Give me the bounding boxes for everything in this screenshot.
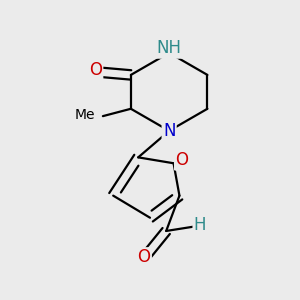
- Text: O: O: [89, 61, 102, 79]
- Text: O: O: [175, 151, 188, 169]
- Text: Me: Me: [75, 108, 95, 122]
- Text: H: H: [194, 216, 206, 234]
- Text: O: O: [138, 248, 151, 266]
- Text: NH: NH: [157, 39, 181, 57]
- Text: N: N: [163, 122, 175, 140]
